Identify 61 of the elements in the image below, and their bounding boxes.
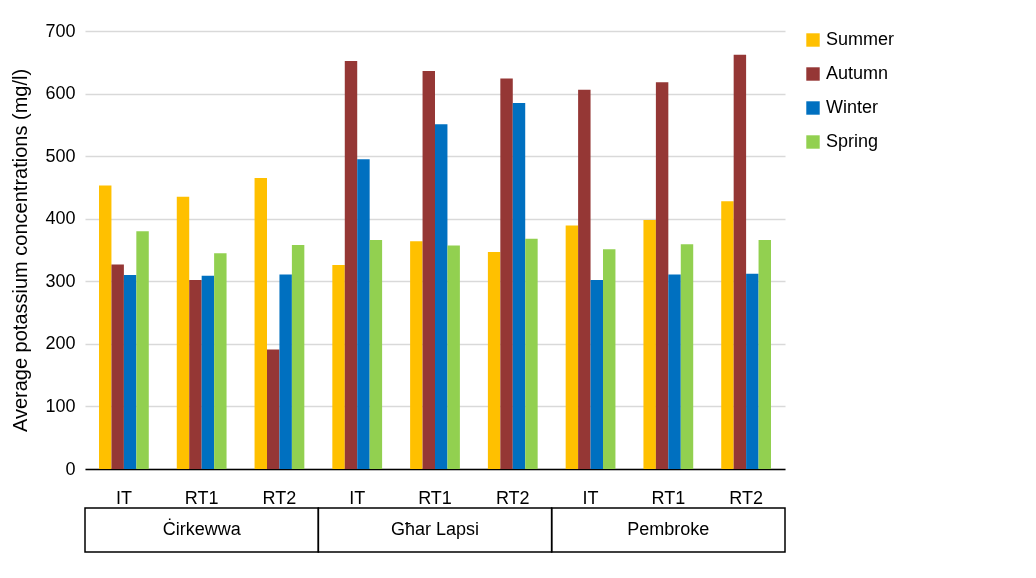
legend-label: Spring <box>826 131 879 151</box>
bar <box>254 178 267 469</box>
x-tick-label: RT2 <box>262 487 297 508</box>
bar <box>655 82 669 469</box>
bar <box>758 239 771 469</box>
x-tick-label: IT <box>582 487 599 508</box>
bar <box>291 244 305 469</box>
bar <box>410 241 423 469</box>
bar <box>721 201 734 469</box>
bar <box>733 54 747 469</box>
y-tick-label: 100 <box>45 395 76 416</box>
bar <box>512 102 526 469</box>
bar <box>136 231 149 469</box>
bar <box>487 251 501 469</box>
y-axis-title: Average potassium concentrations (mg/l) <box>9 68 32 433</box>
bar <box>525 238 538 469</box>
legend-label: Summer <box>826 29 895 49</box>
bar <box>189 280 202 469</box>
bar <box>422 71 435 469</box>
y-tick-label: 700 <box>45 20 76 41</box>
bar <box>603 249 616 469</box>
bar <box>746 273 759 469</box>
bar <box>279 274 292 469</box>
bar <box>123 275 137 469</box>
bar <box>369 239 383 469</box>
bar <box>643 219 656 469</box>
bar <box>201 275 215 469</box>
bar <box>435 124 448 469</box>
bar <box>500 78 513 469</box>
bar <box>214 253 227 469</box>
text: Pembroke <box>627 519 710 539</box>
x-tick-label: RT1 <box>651 487 686 508</box>
bar <box>590 280 603 469</box>
legend-label: Autumn <box>826 63 889 83</box>
x-tick-label: RT2 <box>495 487 530 508</box>
y-tick-label: 500 <box>45 145 76 166</box>
bar <box>99 185 112 469</box>
y-tick-label: 600 <box>45 83 76 104</box>
x-tick-label: RT2 <box>729 487 763 508</box>
bar <box>344 61 358 469</box>
bar <box>447 245 460 469</box>
bar <box>357 159 370 469</box>
bar <box>578 89 591 469</box>
text: Għar Lapsi <box>390 519 480 539</box>
bar <box>668 274 681 469</box>
bar <box>176 196 190 469</box>
x-tick-label: IT <box>115 487 132 508</box>
x-tick-label: RT1 <box>418 487 452 508</box>
bar <box>332 265 345 469</box>
bar <box>680 244 694 469</box>
text: Ċirkewwa <box>162 518 242 539</box>
bar <box>565 225 579 469</box>
y-tick-label: 0 <box>65 458 76 479</box>
legend-label: Winter <box>826 97 879 117</box>
y-tick-label: 200 <box>45 333 76 354</box>
y-tick-label: 400 <box>45 208 76 229</box>
y-tick-label: 300 <box>45 270 76 291</box>
bar <box>267 349 280 469</box>
bar <box>111 264 124 469</box>
x-tick-label: RT1 <box>184 487 219 508</box>
x-tick-label: IT <box>349 487 366 508</box>
